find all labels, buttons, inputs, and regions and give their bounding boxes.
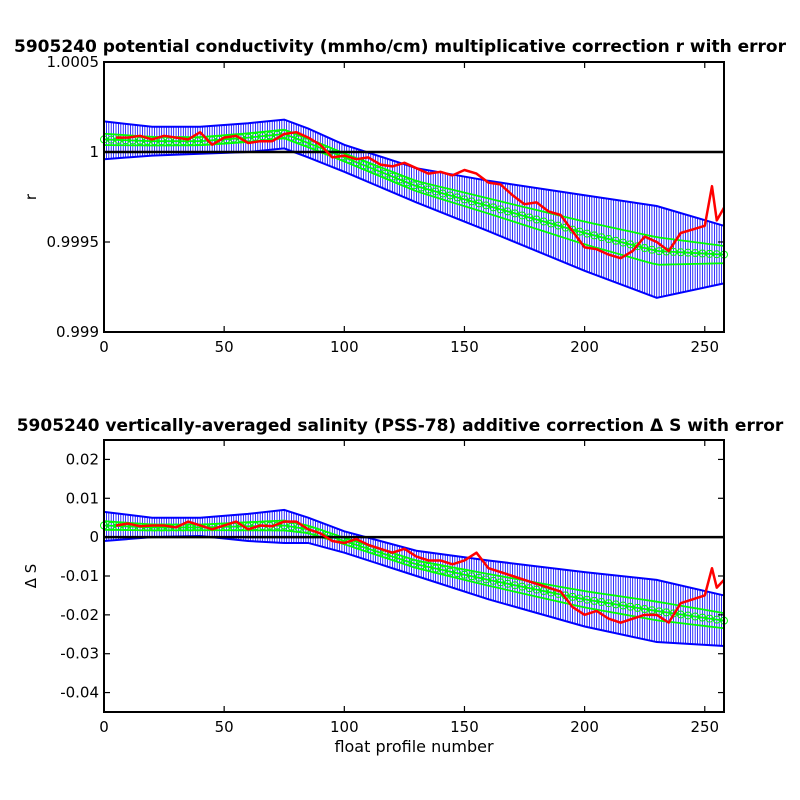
fit-point bbox=[359, 161, 368, 170]
fit-point bbox=[424, 185, 433, 194]
y-tick-label: 1 bbox=[89, 143, 99, 161]
chart-title: 5905240 potential conductivity (mmho/cm)… bbox=[14, 37, 787, 57]
x-tick-label: 250 bbox=[690, 338, 719, 356]
fit-point bbox=[395, 554, 404, 563]
x-tick-label: 100 bbox=[330, 338, 359, 356]
fit-point bbox=[366, 163, 375, 172]
x-tick-label: 0 bbox=[99, 718, 109, 736]
fit-point bbox=[417, 183, 426, 192]
y-tick-label: 1.0005 bbox=[47, 53, 100, 71]
fit-point bbox=[446, 567, 455, 576]
y-tick-label: -0.02 bbox=[60, 606, 99, 624]
x-axis: 0 50 100 150 200 250 bbox=[99, 62, 719, 356]
fit-point bbox=[546, 219, 555, 228]
fit-point bbox=[431, 564, 440, 573]
fit-point bbox=[633, 242, 642, 251]
fit-point bbox=[619, 238, 628, 247]
fit-point bbox=[482, 201, 491, 210]
x-tick-label: 200 bbox=[570, 338, 599, 356]
fit-point bbox=[640, 244, 649, 252]
fit-point bbox=[301, 138, 310, 147]
x-tick-label: 250 bbox=[690, 718, 719, 736]
fit-point bbox=[453, 569, 462, 578]
fit-point bbox=[590, 231, 599, 240]
y-axis: 0.999 0.9995 1 1.0005 bbox=[47, 53, 724, 341]
error-lower-line bbox=[103, 147, 725, 299]
fit-point bbox=[424, 562, 433, 571]
fit-point bbox=[352, 540, 361, 549]
fit-point bbox=[525, 213, 534, 222]
x-tick-label: 200 bbox=[570, 718, 599, 736]
fit-point bbox=[583, 229, 592, 238]
axes-frame bbox=[103, 61, 725, 333]
x-tick-label: 50 bbox=[215, 718, 234, 736]
fit-point bbox=[402, 557, 411, 566]
measured-line bbox=[115, 520, 725, 624]
error-upper-line bbox=[103, 508, 725, 597]
y-axis: -0.04 -0.03 -0.02 -0.01 0 0.01 0.02 bbox=[60, 450, 724, 702]
x-axis-label: float profile number bbox=[334, 737, 494, 756]
conductivity-correction-panel: 5905240 potential conductivity (mmho/cm)… bbox=[14, 37, 787, 356]
fit-point bbox=[294, 135, 303, 144]
x-tick-label: 100 bbox=[330, 718, 359, 736]
fit-point bbox=[410, 181, 418, 190]
y-tick-label: 0.9995 bbox=[47, 233, 100, 251]
fit-line bbox=[103, 137, 725, 266]
fit-point bbox=[474, 199, 483, 208]
fit-point bbox=[554, 221, 563, 230]
measured-line bbox=[116, 130, 726, 260]
y-tick-label: -0.04 bbox=[60, 684, 99, 702]
fit-point bbox=[626, 240, 635, 249]
y-tick-label: -0.01 bbox=[60, 567, 99, 585]
fit-point bbox=[510, 209, 519, 218]
error-upper-line bbox=[103, 118, 725, 227]
x-tick-label: 0 bbox=[99, 338, 109, 356]
y-tick-label: -0.03 bbox=[60, 645, 99, 663]
y-tick-label: 0 bbox=[89, 528, 99, 546]
fit-point bbox=[438, 189, 447, 198]
fit-point bbox=[460, 570, 469, 579]
fit-point bbox=[395, 175, 404, 184]
fit-point bbox=[323, 146, 332, 155]
y-tick-label: 0.999 bbox=[56, 323, 99, 341]
fit-point bbox=[474, 573, 483, 582]
fit-point bbox=[438, 566, 447, 575]
fit-point bbox=[532, 215, 541, 224]
fit-point bbox=[373, 166, 382, 175]
fit-line bbox=[103, 528, 725, 630]
fit-point bbox=[446, 191, 455, 200]
fit-point bbox=[597, 233, 606, 242]
fit-point bbox=[431, 187, 440, 196]
y-tick-label: 0.02 bbox=[66, 450, 99, 468]
y-tick-label: 0.01 bbox=[66, 489, 99, 507]
y-axis-label: r bbox=[22, 193, 40, 200]
x-tick-label: 150 bbox=[450, 718, 479, 736]
fit-point bbox=[503, 207, 512, 216]
fit-point bbox=[410, 559, 418, 568]
fit-point bbox=[460, 195, 469, 204]
fit-line bbox=[103, 128, 725, 247]
fit-point bbox=[417, 561, 426, 570]
fit-point bbox=[575, 227, 584, 236]
error-band bbox=[103, 118, 725, 299]
x-axis: 0 50 100 150 200 250 bbox=[99, 440, 719, 736]
fit-point bbox=[611, 236, 620, 245]
salinity-correction-panel: 5905240 vertically-averaged salinity (PS… bbox=[17, 416, 784, 756]
fit-point bbox=[489, 203, 498, 212]
fit-point bbox=[518, 211, 527, 220]
fit-point bbox=[402, 178, 411, 187]
x-tick-label: 150 bbox=[450, 338, 479, 356]
fit-point bbox=[453, 193, 462, 202]
fit-point bbox=[467, 572, 476, 581]
fit-point bbox=[539, 217, 548, 226]
x-tick-label: 50 bbox=[215, 338, 234, 356]
fit-point bbox=[467, 197, 476, 206]
chart-title: 5905240 vertically-averaged salinity (PS… bbox=[17, 416, 784, 436]
fit-point bbox=[381, 169, 390, 178]
fit-point bbox=[496, 205, 505, 214]
fit-point bbox=[604, 235, 613, 243]
fit-point bbox=[388, 172, 397, 181]
y-axis-label: Δ S bbox=[22, 564, 40, 589]
